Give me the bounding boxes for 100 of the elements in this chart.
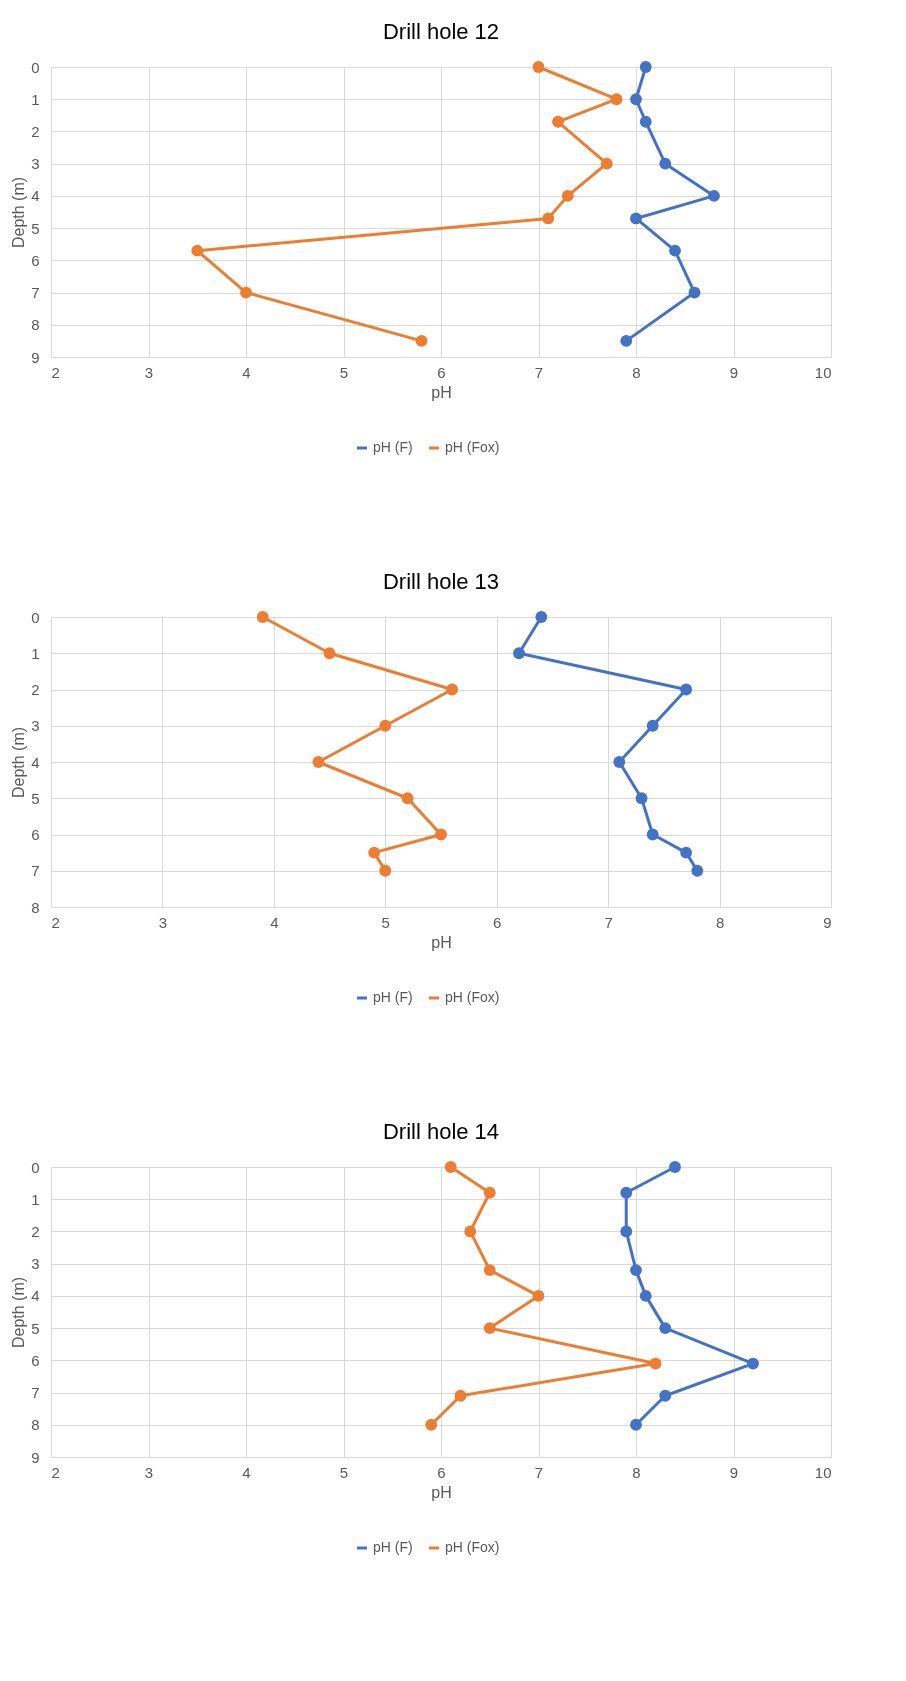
point (747, 1357, 759, 1370)
point (483, 1322, 496, 1335)
x-tick-label: 9 (823, 913, 832, 931)
y-tick-label: 4 (31, 1287, 40, 1305)
point (444, 1161, 457, 1173)
y-tick-label: 5 (31, 789, 40, 807)
point (532, 1289, 545, 1302)
point (630, 93, 642, 106)
x-tick-label: 6 (437, 363, 446, 381)
x-tick-label: 2 (51, 363, 60, 381)
point (446, 683, 459, 696)
point (415, 334, 428, 347)
x-tick-label: 8 (632, 1463, 641, 1481)
x-tick-label: 3 (158, 913, 168, 931)
x-tick-label: 8 (632, 363, 641, 381)
legend-label: pH (Fox) (445, 1539, 500, 1555)
chart-title: Drill hole 12 (382, 19, 500, 44)
point (191, 244, 204, 257)
point (669, 1161, 681, 1173)
y-tick-label: 6 (31, 251, 40, 269)
point (639, 1289, 652, 1302)
x-tick-label: 8 (715, 913, 725, 931)
legend-label: pH (F) (373, 989, 413, 1005)
y-tick-label: 9 (31, 1448, 40, 1466)
y-tick-label: 2 (31, 1222, 40, 1240)
y-tick-label: 0 (31, 58, 40, 76)
y-tick-label: 2 (31, 122, 40, 140)
point (630, 212, 642, 225)
y-tick-label: 1 (31, 1190, 40, 1208)
y-tick-label: 3 (31, 717, 40, 735)
point (688, 286, 701, 299)
point (312, 756, 325, 768)
legend-label: pH (Fox) (445, 439, 500, 455)
point (323, 647, 336, 660)
point (561, 189, 574, 202)
x-tick-label: 5 (339, 363, 349, 381)
point (240, 286, 252, 299)
y-tick-label: 0 (31, 608, 40, 626)
point (620, 1225, 633, 1238)
point (646, 719, 659, 732)
x-tick-label: 6 (493, 913, 502, 931)
chart-title: Drill hole 14 (382, 1119, 500, 1144)
x-tick-label: 7 (534, 1463, 544, 1481)
y-tick-label: 1 (31, 90, 40, 108)
legend-label: pH (F) (373, 1539, 413, 1555)
y-tick-label: 2 (31, 681, 40, 698)
point (552, 115, 564, 128)
point (535, 611, 548, 623)
y-tick-label: 9 (31, 348, 40, 366)
point (379, 719, 392, 732)
legend-label: pH (F) (373, 439, 413, 455)
y-axis-title: Depth (m) (10, 726, 28, 799)
point (600, 157, 613, 170)
point (620, 1186, 633, 1199)
point (639, 61, 652, 73)
x-tick-label: 9 (729, 363, 739, 381)
point (464, 1225, 477, 1238)
point (483, 1186, 496, 1199)
point (435, 828, 447, 841)
x-tick-label: 3 (144, 363, 154, 381)
x-tick-label: 4 (242, 1463, 251, 1481)
point (691, 864, 704, 877)
point (513, 647, 525, 660)
point (379, 864, 392, 877)
point (256, 611, 269, 623)
y-tick-label: 3 (31, 1255, 40, 1273)
point (680, 846, 693, 859)
point (401, 792, 414, 805)
x-tick-label: 7 (604, 913, 613, 931)
y-tick-label: 6 (31, 826, 40, 843)
y-tick-label: 7 (31, 862, 40, 880)
point (708, 189, 720, 202)
x-tick-label: 9 (729, 1463, 739, 1481)
y-tick-label: 5 (31, 1319, 40, 1337)
x-tick-label: 6 (437, 1463, 446, 1481)
x-tick-label: 2 (51, 913, 60, 931)
y-tick-label: 8 (31, 316, 40, 334)
point (659, 1389, 672, 1402)
point (620, 334, 633, 347)
x-axis-title: pH (431, 933, 452, 951)
point (425, 1418, 438, 1431)
x-tick-label: 7 (534, 363, 544, 381)
y-axis-title: Depth (m) (10, 1276, 28, 1349)
point (669, 244, 681, 257)
y-tick-label: 4 (31, 187, 40, 205)
point (532, 61, 545, 73)
point (646, 828, 659, 841)
x-tick-label: 4 (242, 363, 251, 381)
point (630, 1418, 642, 1431)
point (635, 792, 648, 805)
point (649, 1357, 662, 1370)
y-tick-label: 6 (31, 1351, 40, 1369)
y-tick-label: 7 (31, 284, 40, 302)
point (659, 157, 672, 170)
y-tick-label: 8 (31, 898, 40, 916)
point (630, 1264, 642, 1277)
y-axis-title: Depth (m) (10, 176, 28, 249)
legend-label: pH (Fox) (445, 989, 500, 1005)
point (542, 212, 555, 225)
chart-title: Drill hole 13 (382, 569, 500, 594)
